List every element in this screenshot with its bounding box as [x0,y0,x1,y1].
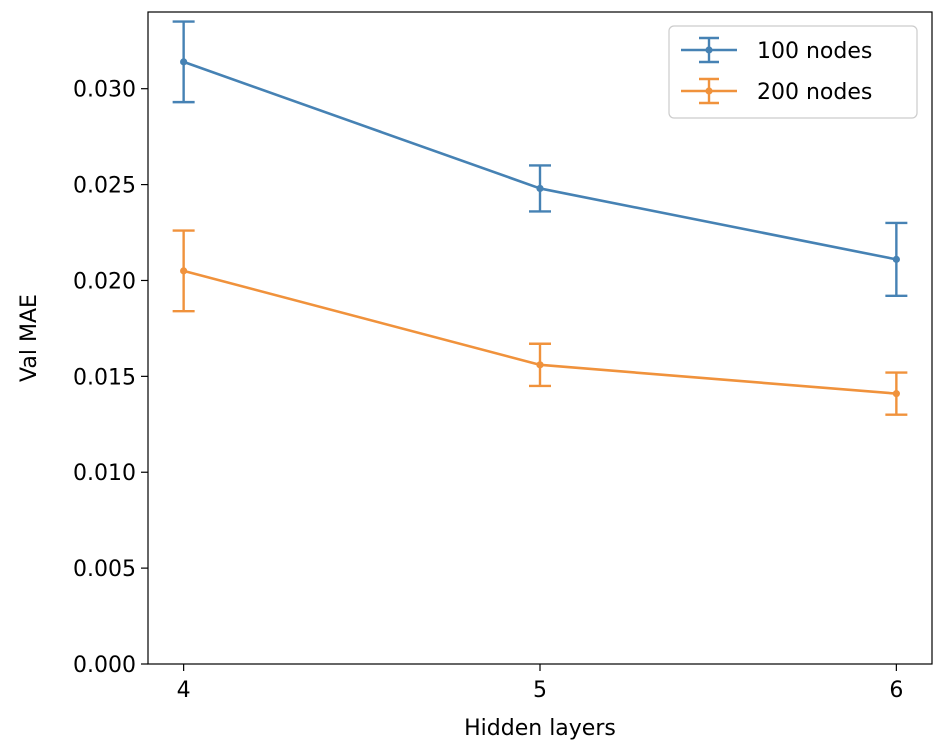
series-1 [172,229,908,416]
data-point [892,255,900,263]
y-tick-label: 0.010 [73,461,136,486]
x-tick-label: 4 [177,678,191,703]
y-tick-label: 0.000 [73,653,136,678]
x-tick-label: 6 [889,678,903,703]
data-point [536,184,544,193]
series-0 [172,20,908,298]
data-point [180,58,188,66]
x-axis-label: Hidden layers [464,716,616,741]
legend: 100 nodes 200 nodes [668,25,918,119]
legend-marker [705,87,713,95]
y-axis: 0.000 0.005 0.010 0.015 0.020 0.025 0.030 [73,78,148,678]
y-tick-label: 0.005 [73,557,136,582]
y-axis-label: Val MAE [17,294,42,382]
x-axis: 4 5 6 [177,664,903,703]
series-layer [172,20,908,416]
y-tick-label: 0.015 [73,365,136,390]
legend-marker [705,46,713,54]
legend-item: 100 nodes [681,36,872,64]
legend-label: 200 nodes [757,80,872,105]
y-tick-label: 0.020 [73,269,136,294]
legend-label: 100 nodes [757,39,872,64]
x-tick-label: 5 [533,678,547,703]
data-point [892,390,900,398]
data-point [536,361,544,369]
data-point [180,267,188,275]
y-tick-label: 0.030 [73,78,136,103]
legend-item: 200 nodes [681,77,872,105]
y-tick-label: 0.025 [73,174,136,199]
